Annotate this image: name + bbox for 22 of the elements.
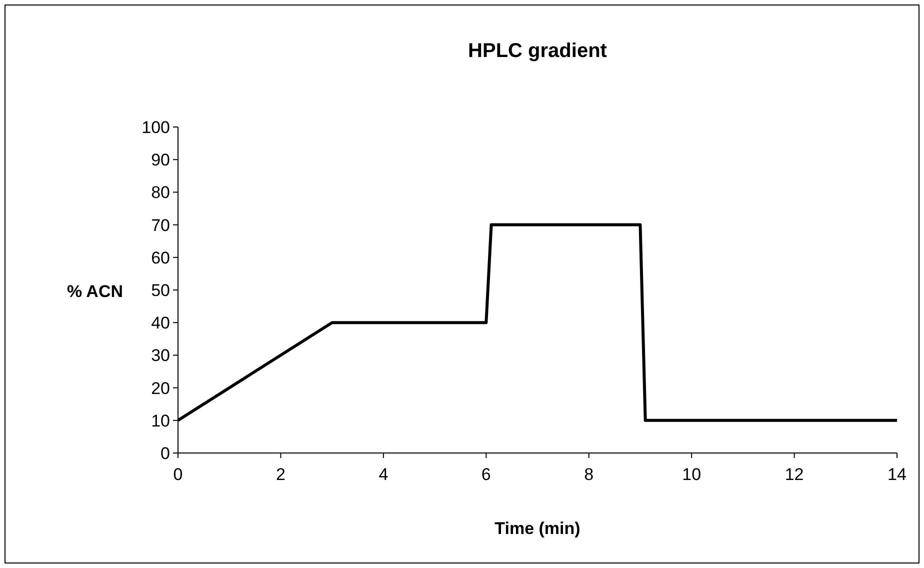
x-tick-label: 10 — [682, 465, 702, 484]
y-tick-label: 80 — [151, 183, 170, 202]
y-tick-label: 30 — [151, 346, 170, 366]
y-axis-title: % ACN — [66, 282, 124, 301]
y-tick-label: 20 — [151, 378, 170, 398]
chart-title: HPLC gradient — [468, 40, 608, 62]
y-tick-label: 40 — [151, 314, 170, 333]
y-tick-label: 0 — [160, 444, 170, 463]
x-tick-label: 12 — [784, 465, 804, 484]
x-tick-label: 8 — [584, 465, 594, 484]
y-tick-label: 50 — [151, 280, 170, 300]
y-tick-label: 10 — [151, 411, 170, 430]
x-tick-label: 0 — [173, 465, 183, 484]
x-tick-label: 2 — [276, 465, 286, 484]
y-tick-label: 60 — [151, 248, 170, 268]
y-tick-label: 90 — [151, 150, 170, 170]
y-tick-label: 100 — [142, 118, 170, 137]
x-axis-title: Time (min) — [494, 519, 580, 538]
x-tick-label: 14 — [888, 465, 906, 484]
x-tick-label: 6 — [481, 465, 491, 484]
x-tick-label: 4 — [378, 465, 388, 484]
y-tick-label: 70 — [151, 216, 170, 235]
